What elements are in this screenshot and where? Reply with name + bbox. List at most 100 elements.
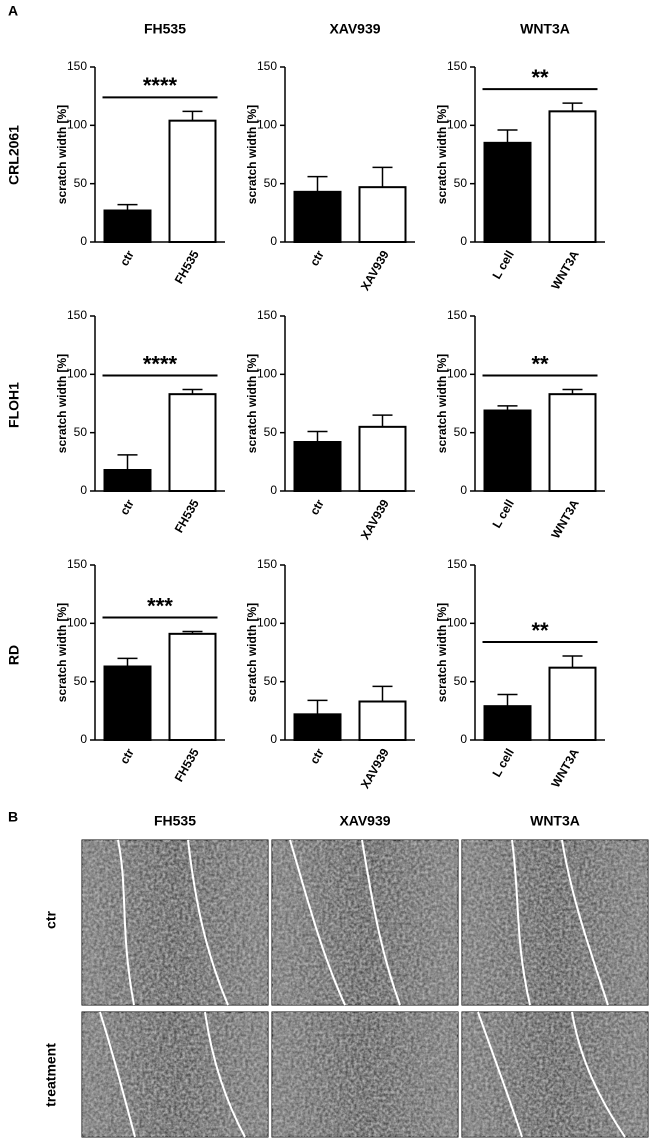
column-header: FH535 <box>144 21 186 37</box>
y-tick-label: 100 <box>67 367 87 381</box>
column-header: WNT3A <box>520 21 570 37</box>
bar <box>168 393 217 492</box>
y-tick-label: 50 <box>454 425 468 439</box>
x-tick-label: XAV939 <box>358 746 392 791</box>
row-label: CRL2061 <box>6 125 22 185</box>
x-tick-label: ctr <box>307 497 327 518</box>
panel-label: A <box>8 3 18 19</box>
y-tick-label: 0 <box>80 234 87 248</box>
y-tick-label: 150 <box>67 557 87 571</box>
y-tick-label: 0 <box>270 732 277 746</box>
y-tick-label: 0 <box>80 732 87 746</box>
micrograph <box>271 1011 459 1138</box>
bar <box>168 632 217 741</box>
y-tick-label: 50 <box>454 176 468 190</box>
y-tick-label: 100 <box>257 367 277 381</box>
micrograph <box>461 839 649 1006</box>
y-tick-label: 100 <box>447 118 467 132</box>
bar <box>358 425 407 493</box>
significance-label: *** <box>147 593 173 618</box>
y-tick-label: 100 <box>67 616 87 630</box>
bar <box>358 700 407 741</box>
row-label: ctr <box>43 911 59 929</box>
bar <box>548 110 597 244</box>
column-header: XAV939 <box>329 21 380 37</box>
bar <box>103 469 152 492</box>
y-axis-label: scratch width [%] <box>55 105 69 204</box>
y-tick-label: 50 <box>74 425 88 439</box>
x-tick-label: L cell <box>489 497 516 530</box>
significance-label: **** <box>143 73 178 98</box>
y-tick-label: 150 <box>447 59 467 73</box>
bar <box>483 409 532 492</box>
y-tick-label: 150 <box>447 557 467 571</box>
y-tick-label: 100 <box>67 118 87 132</box>
x-tick-label: FH535 <box>172 248 202 286</box>
y-tick-label: 50 <box>264 425 278 439</box>
y-tick-label: 0 <box>80 483 87 497</box>
y-tick-label: 100 <box>257 616 277 630</box>
bar <box>103 209 152 243</box>
y-tick-label: 100 <box>447 367 467 381</box>
y-tick-label: 150 <box>257 308 277 322</box>
y-tick-label: 100 <box>447 616 467 630</box>
x-tick-label: WNT3A <box>548 248 582 292</box>
bar <box>293 190 342 243</box>
micrograph <box>271 839 459 1006</box>
y-tick-label: 50 <box>264 674 278 688</box>
column-header: FH535 <box>154 813 196 829</box>
x-tick-label: WNT3A <box>548 497 582 541</box>
bar <box>168 119 217 243</box>
micrograph <box>81 839 269 1006</box>
bar <box>483 141 532 243</box>
bar <box>548 393 597 492</box>
y-tick-label: 150 <box>257 59 277 73</box>
significance-label: ** <box>531 351 549 376</box>
bar <box>483 705 532 742</box>
row-label: RD <box>6 645 22 665</box>
y-tick-label: 50 <box>454 674 468 688</box>
y-axis-label: scratch width [%] <box>55 354 69 453</box>
x-tick-label: FH535 <box>172 497 202 535</box>
significance-label: **** <box>143 351 178 376</box>
micrographs <box>81 839 649 1138</box>
column-header: WNT3A <box>530 813 580 829</box>
bar <box>548 666 597 742</box>
y-axis-label: scratch width [%] <box>435 603 449 702</box>
y-tick-label: 0 <box>460 732 467 746</box>
y-axis-label: scratch width [%] <box>435 105 449 204</box>
x-tick-label: XAV939 <box>358 248 392 293</box>
y-tick-label: 150 <box>67 59 87 73</box>
significance-label: ** <box>531 618 549 643</box>
micrograph <box>461 1011 649 1138</box>
y-tick-label: 50 <box>264 176 278 190</box>
y-tick-label: 0 <box>270 483 277 497</box>
y-axis-label: scratch width [%] <box>55 603 69 702</box>
y-tick-label: 100 <box>257 118 277 132</box>
y-tick-label: 0 <box>460 234 467 248</box>
y-axis-label: scratch width [%] <box>245 105 259 204</box>
row-label: treatment <box>43 1043 59 1107</box>
panel-label: B <box>8 809 18 825</box>
y-tick-label: 0 <box>270 234 277 248</box>
x-tick-label: L cell <box>489 746 516 779</box>
significance-label: ** <box>531 65 549 90</box>
y-tick-label: 0 <box>460 483 467 497</box>
row-label: FLOH1 <box>6 382 22 428</box>
y-axis-label: scratch width [%] <box>435 354 449 453</box>
x-tick-label: ctr <box>117 746 137 767</box>
x-tick-label: ctr <box>117 497 137 518</box>
y-axis-label: scratch width [%] <box>245 354 259 453</box>
y-tick-label: 50 <box>74 176 88 190</box>
x-tick-label: ctr <box>307 746 327 767</box>
bar <box>293 441 342 492</box>
micrograph <box>81 1011 269 1138</box>
y-tick-label: 150 <box>67 308 87 322</box>
bar <box>358 186 407 244</box>
bar <box>293 713 342 741</box>
x-tick-label: ctr <box>117 248 137 269</box>
x-tick-label: L cell <box>489 248 516 281</box>
x-tick-label: ctr <box>307 248 327 269</box>
y-tick-label: 150 <box>447 308 467 322</box>
